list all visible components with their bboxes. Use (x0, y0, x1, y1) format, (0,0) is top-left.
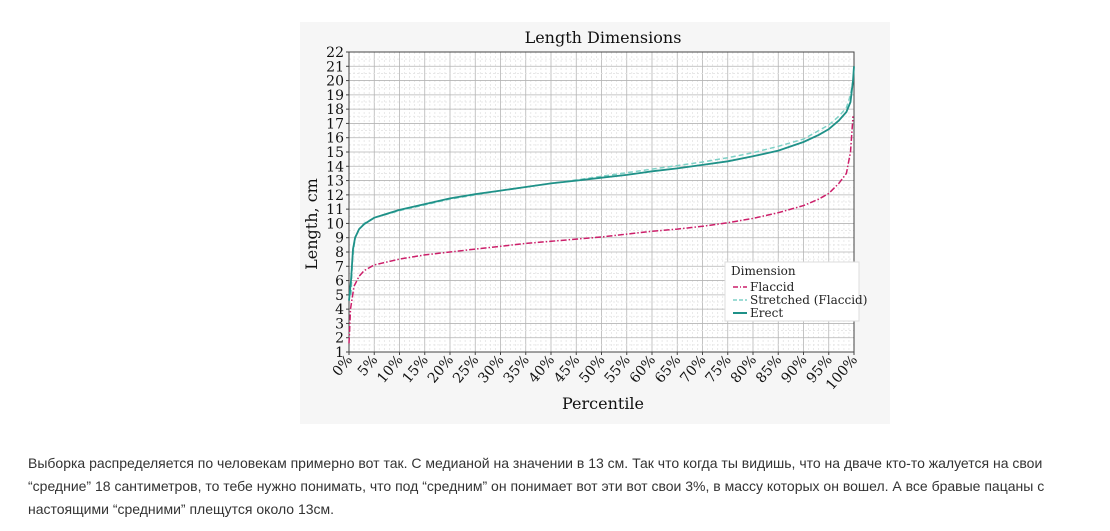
y-tick-label: 21 (326, 59, 344, 75)
y-tick-label: 20 (326, 74, 344, 90)
y-tick-label: 12 (326, 188, 344, 204)
legend-box (724, 261, 860, 322)
x-tick-label: 40% (526, 352, 558, 386)
x-tick-label: 50% (576, 352, 608, 386)
x-tick-label: 0% (330, 352, 357, 379)
caption-text: Выборка распределяется по человекам прим… (28, 455, 1045, 517)
series-line-flaccid (348, 116, 854, 344)
x-tick-label: 10% (374, 352, 406, 386)
x-tick-label: 55% (602, 352, 634, 386)
y-tick-label: 15 (326, 145, 344, 161)
x-tick-label: 45% (551, 352, 583, 386)
grid (348, 51, 855, 353)
x-tick-label: 15% (400, 352, 432, 386)
y-tick-label: 13 (326, 174, 344, 190)
x-tick-label: 65% (652, 352, 684, 386)
x-tick-label: 85% (753, 352, 785, 386)
y-tick-label: 11 (326, 202, 344, 218)
length-dimensions-chart: Length Dimensions 1234567891011121314151… (302, 28, 867, 413)
legend-label-flaccid: Flaccid (750, 280, 795, 294)
x-tick-label: 80% (728, 352, 760, 386)
series-line-erect (348, 66, 855, 301)
y-tick-label: 10 (326, 216, 344, 232)
y-tick-label: 3 (335, 316, 344, 332)
x-tick-label: 60% (627, 352, 659, 386)
y-tick-label: 6 (335, 274, 344, 290)
y-tick-label: 16 (326, 131, 344, 147)
chart-title: Length Dimensions (525, 28, 682, 47)
y-axis-label: Length, cm (302, 178, 321, 270)
y-tick-label: 14 (326, 159, 344, 175)
y-tick-label: 17 (326, 116, 344, 132)
y-tick-label: 2 (335, 331, 344, 347)
y-tick-label: 8 (335, 245, 344, 261)
legend-title: Dimension (731, 264, 796, 278)
y-tick-label: 7 (335, 259, 344, 275)
x-tick-label: 75% (703, 352, 735, 386)
x-tick-label: 25% (450, 352, 482, 386)
x-tick-label: 20% (425, 352, 457, 386)
series-layer (348, 66, 855, 344)
legend-label-erect: Erect (750, 306, 783, 320)
y-tick-label: 19 (326, 88, 344, 104)
x-tick-label: 30% (475, 352, 507, 386)
y-tick-label: 22 (326, 45, 344, 61)
legend: Dimension Flaccid Stretched (Flaccid) Er… (724, 261, 867, 322)
y-tick-label: 4 (335, 302, 344, 318)
x-axis-label: Percentile (562, 394, 644, 413)
x-tick-label: 90% (778, 352, 810, 386)
y-tick-label: 18 (326, 102, 344, 118)
y-tick-label: 1 (335, 345, 344, 361)
chart-figure: Length Dimensions 1 2 3 4 5 6 7 8 9 10 11 12 13 14 15 1… (300, 22, 890, 424)
y-tick-label: 9 (335, 231, 344, 247)
x-tick-label: 35% (501, 352, 533, 386)
y-tick-label: 5 (335, 288, 344, 304)
legend-label-stretched: Stretched (Flaccid) (750, 293, 867, 307)
x-tick-label: 70% (677, 352, 709, 386)
